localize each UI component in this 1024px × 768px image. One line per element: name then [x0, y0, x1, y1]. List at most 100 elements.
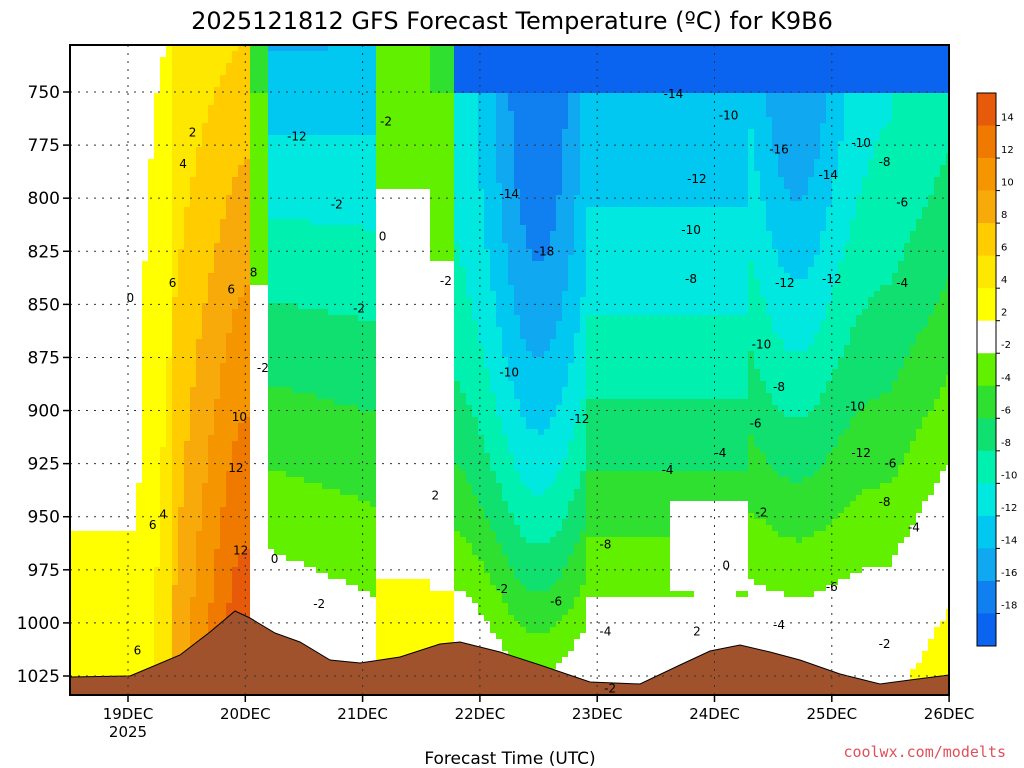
field-cell [196, 213, 203, 220]
field-cell [232, 123, 239, 130]
field-cell [220, 387, 227, 394]
field-cell [190, 417, 197, 424]
field-cell [88, 111, 95, 118]
field-cell [112, 195, 119, 202]
field-cell [82, 327, 89, 334]
field-cell [310, 477, 317, 484]
field-cell [154, 75, 161, 82]
field-cell [124, 453, 131, 460]
field-cell [172, 249, 179, 256]
field-cell [214, 429, 221, 436]
field-cell [310, 483, 317, 490]
field-cell [238, 453, 245, 460]
field-cell [316, 255, 323, 262]
field-cell [106, 99, 113, 106]
field-cell [232, 579, 239, 586]
field-cell [262, 231, 269, 238]
field-cell [130, 213, 137, 220]
field-cell [292, 351, 299, 358]
field-cell [202, 255, 209, 262]
field-cell [196, 495, 203, 502]
field-cell [328, 219, 335, 226]
field-cell [334, 105, 341, 112]
field-cell [214, 345, 221, 352]
field-cell [268, 429, 275, 436]
field-cell [148, 645, 155, 652]
field-cell [100, 639, 107, 646]
field-cell [76, 519, 83, 526]
field-cell [178, 399, 185, 406]
field-cell [328, 321, 335, 328]
field-cell [100, 81, 107, 88]
field-cell [334, 237, 341, 244]
field-cell [274, 201, 281, 208]
field-cell [190, 399, 197, 406]
field-cell [262, 261, 269, 268]
field-cell [196, 183, 203, 190]
field-cell [310, 399, 317, 406]
field-cell [190, 579, 197, 586]
field-cell [280, 63, 287, 70]
field-cell [322, 345, 329, 352]
field-cell [262, 237, 269, 244]
field-cell [304, 381, 311, 388]
field-cell [226, 441, 233, 448]
field-cell [166, 615, 173, 622]
field-cell [130, 417, 137, 424]
field-cell [178, 471, 185, 478]
field-cell [274, 207, 281, 214]
field-cell [154, 117, 161, 124]
field-cell [100, 471, 107, 478]
field-cell [196, 111, 203, 118]
field-cell [202, 435, 209, 442]
field-cell [208, 195, 215, 202]
field-cell [118, 279, 125, 286]
field-cell [118, 429, 125, 436]
field-cell [124, 87, 131, 94]
field-cell [94, 243, 101, 250]
field-cell [256, 561, 263, 568]
field-cell [142, 483, 149, 490]
field-cell [238, 501, 245, 508]
field-cell [274, 231, 281, 238]
field-cell [88, 123, 95, 130]
field-cell [262, 489, 269, 496]
field-cell [214, 111, 221, 118]
field-cell [82, 633, 89, 640]
field-cell [136, 105, 143, 112]
field-cell [328, 495, 335, 502]
field-cell [136, 369, 143, 376]
field-cell [316, 51, 323, 58]
field-cell [328, 243, 335, 250]
field-cell [310, 333, 317, 340]
field-cell [298, 123, 305, 130]
field-cell [328, 441, 335, 448]
field-cell [322, 141, 329, 148]
field-cell [100, 399, 107, 406]
field-cell [322, 627, 329, 634]
field-cell [202, 543, 209, 550]
field-cell [154, 543, 161, 550]
field-cell [136, 195, 143, 202]
field-cell [166, 219, 173, 226]
field-cell [292, 219, 299, 226]
field-cell [292, 573, 299, 580]
field-cell [112, 303, 119, 310]
field-cell [178, 231, 185, 238]
field-cell [214, 315, 221, 322]
field-cell [274, 387, 281, 394]
field-cell [286, 591, 293, 598]
field-cell [280, 285, 287, 292]
field-cell [178, 465, 185, 472]
field-cell [166, 399, 173, 406]
field-cell [172, 531, 179, 538]
field-cell [334, 363, 341, 370]
field-cell [292, 339, 299, 346]
field-cell [226, 273, 233, 280]
field-cell [94, 495, 101, 502]
field-cell [154, 183, 161, 190]
field-cell [232, 219, 239, 226]
field-cell [136, 69, 143, 76]
field-cell [172, 75, 179, 82]
field-cell [172, 135, 179, 142]
